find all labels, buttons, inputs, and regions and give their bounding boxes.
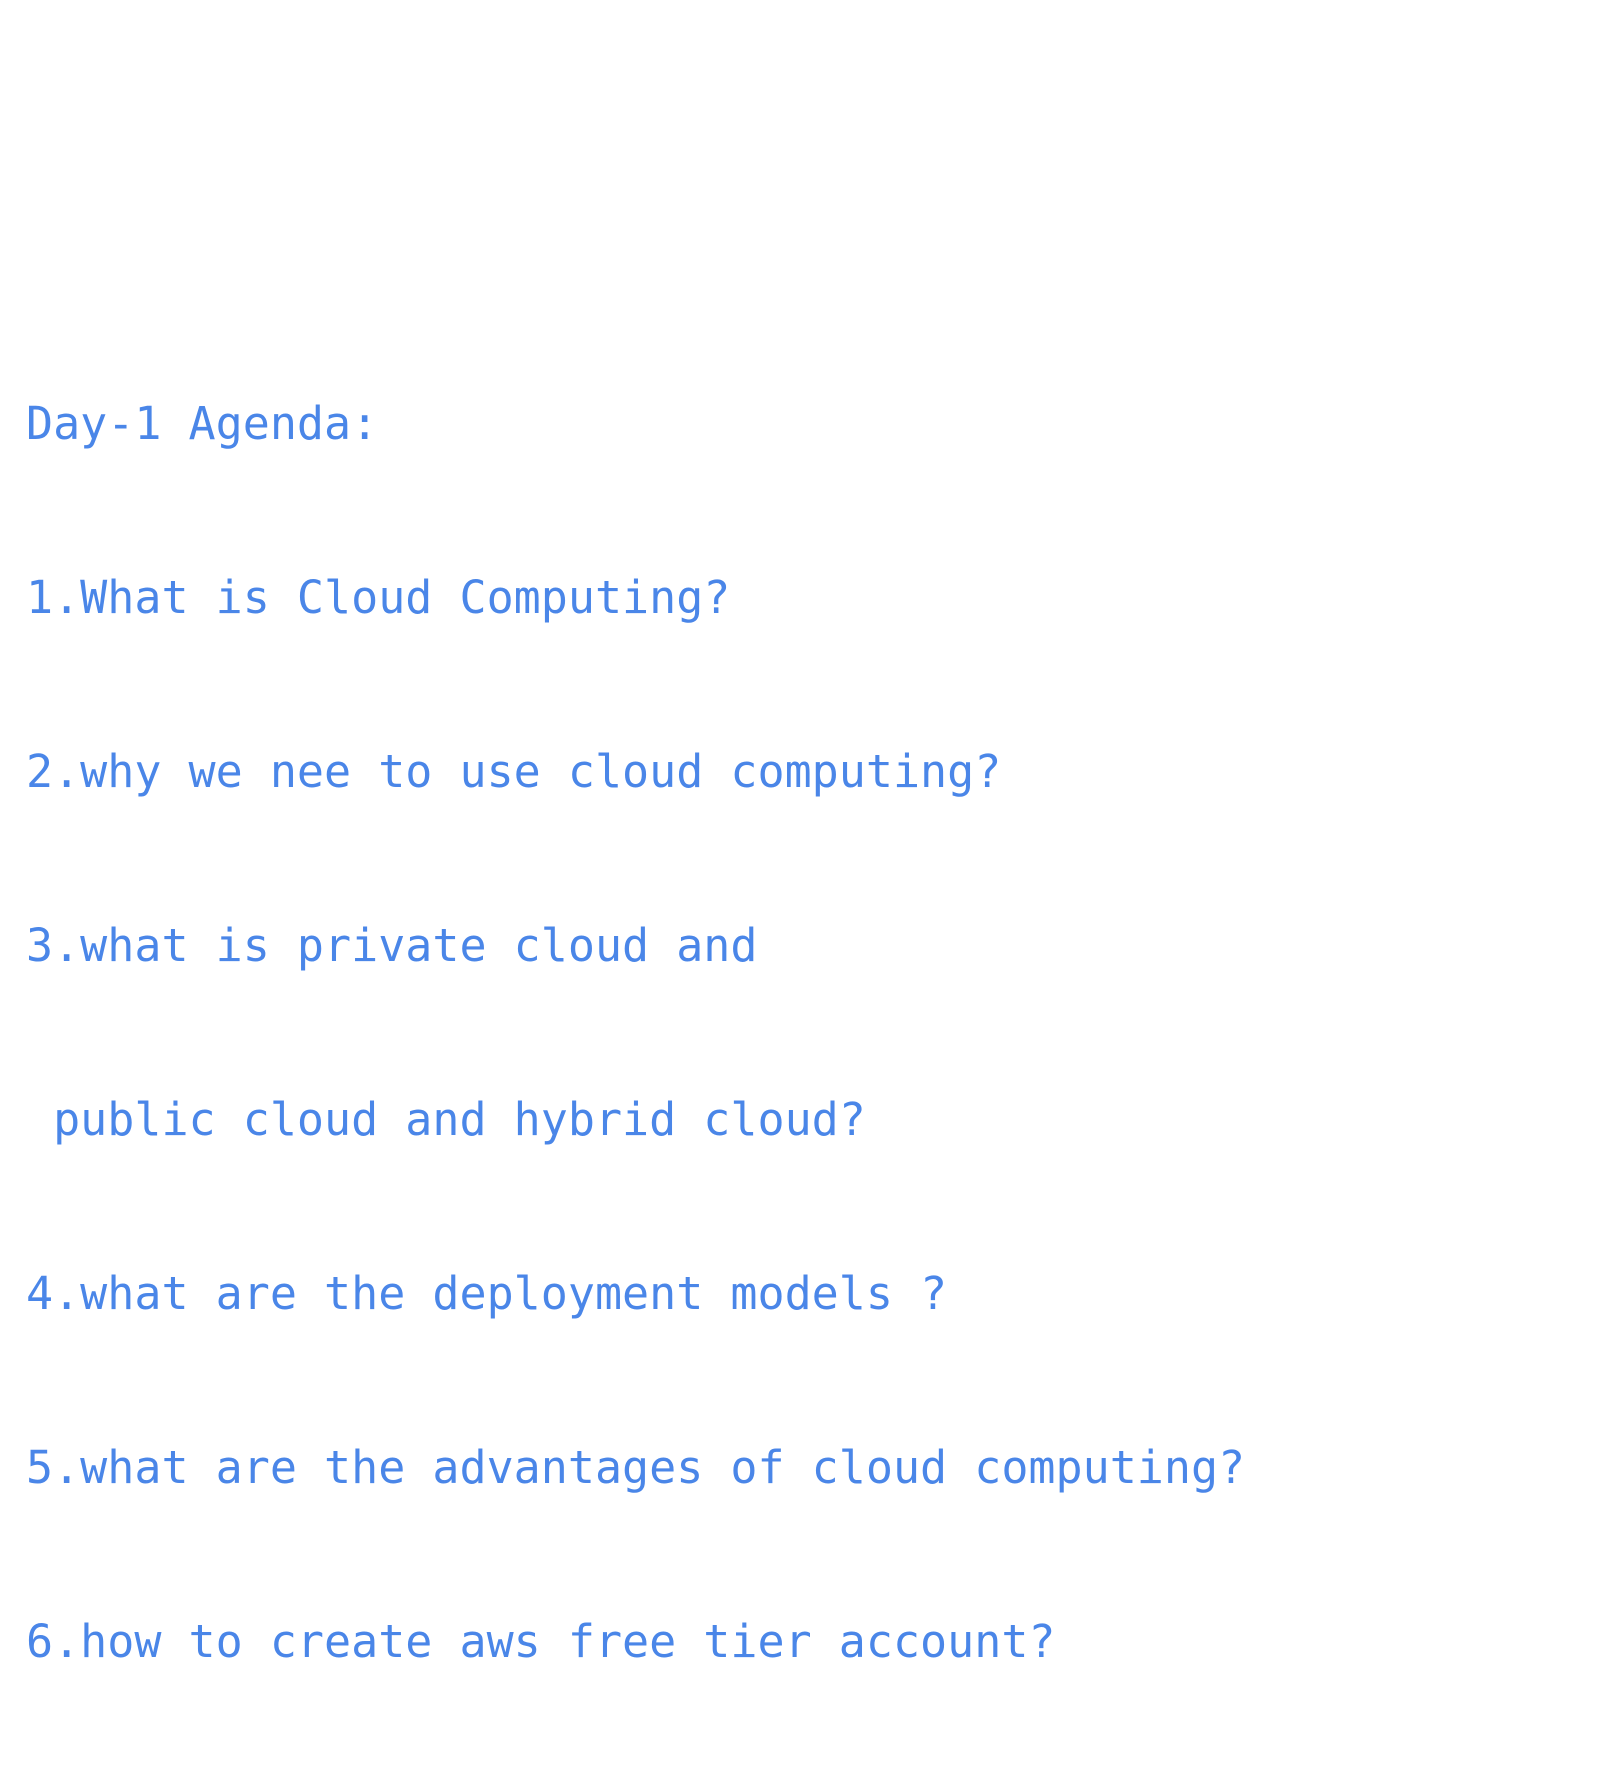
- agenda-item-3: 3.what is private cloud and: [26, 919, 758, 972]
- agenda-item-6: 6.how to create aws free tier account?: [26, 1615, 1056, 1668]
- agenda-item-4: 4.what are the deployment models ?: [26, 1267, 948, 1320]
- agenda-text-block: Day-1 Agenda: 1.What is Cloud Computing?…: [26, 279, 1245, 1787]
- agenda-item-1: 1.What is Cloud Computing?: [26, 571, 731, 624]
- agenda-item-3-continued: public cloud and hybrid cloud?: [26, 1093, 866, 1146]
- agenda-heading: Day-1 Agenda:: [26, 397, 379, 450]
- agenda-item-5: 5.what are the advantages of cloud compu…: [26, 1441, 1246, 1494]
- agenda-item-2: 2.why we nee to use cloud computing?: [26, 745, 1002, 798]
- slide-canvas: Day-1 Agenda: 1.What is Cloud Computing?…: [26, 397, 1246, 1668]
